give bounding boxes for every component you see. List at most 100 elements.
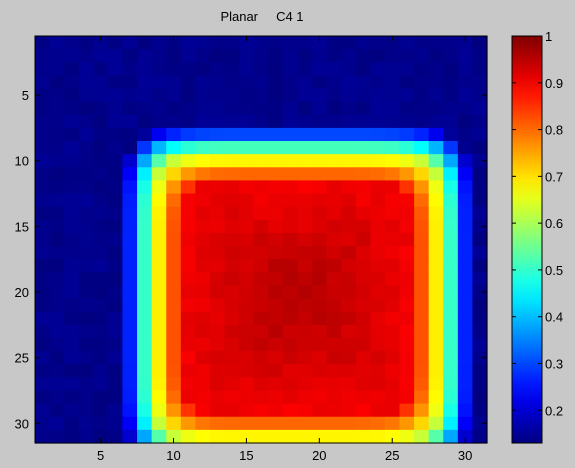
heatmap-cell (341, 259, 357, 273)
heatmap-cell (78, 88, 94, 103)
heatmap-cell (224, 219, 240, 234)
x-tick-label: 5 (97, 448, 104, 463)
heatmap-cell (151, 167, 167, 182)
heatmap-cell (239, 232, 255, 247)
heatmap-cell (166, 219, 182, 234)
heatmap-cell (428, 193, 444, 208)
heatmap-cell (78, 49, 94, 63)
heatmap-cell (224, 246, 240, 260)
heatmap-cell (457, 206, 474, 221)
heatmap-cell (268, 49, 284, 63)
x-tick-label: 20 (312, 448, 326, 463)
heatmap-cell (239, 49, 255, 63)
heatmap-cell (180, 272, 196, 287)
heatmap-cell (64, 193, 80, 208)
heatmap-cell (35, 259, 51, 273)
heatmap-cell (166, 167, 182, 182)
heatmap-cell (472, 193, 488, 208)
heatmap-cell (370, 364, 386, 378)
heatmap-cell (297, 285, 313, 300)
x-tick-label: 15 (239, 448, 253, 463)
heatmap-cell (326, 232, 342, 247)
heatmap-cell (64, 36, 80, 50)
heatmap-cell (151, 272, 167, 287)
heatmap-cell (414, 403, 430, 418)
y-tick-label: 25 (15, 351, 29, 366)
heatmap-cell (253, 193, 269, 208)
heatmap-cell (282, 298, 299, 313)
heatmap-cell (282, 154, 299, 168)
heatmap-cell (312, 88, 328, 103)
heatmap-cell (428, 324, 444, 339)
heatmap-cell (195, 403, 211, 418)
heatmap-cell (224, 390, 240, 405)
heatmap-cell (384, 351, 401, 365)
heatmap-cell (224, 298, 240, 313)
heatmap-cell (341, 272, 357, 287)
heatmap-cell (472, 311, 488, 326)
heatmap-cell (239, 154, 255, 168)
heatmap-cell (472, 351, 488, 365)
heatmap-cell (151, 180, 167, 195)
heatmap-cell (137, 49, 153, 63)
heatmap-cell (107, 141, 124, 155)
heatmap-cell (107, 206, 124, 221)
heatmap-cell (209, 141, 226, 155)
heatmap-cell (78, 232, 94, 247)
heatmap-cell (239, 141, 255, 155)
heatmap-cell (297, 36, 313, 50)
heatmap-cell (297, 311, 313, 326)
heatmap-cell (399, 403, 415, 418)
heatmap-cell (370, 62, 386, 76)
heatmap-cell (312, 324, 328, 339)
heatmap-cell (224, 272, 240, 287)
heatmap-cell (122, 390, 138, 405)
heatmap-cell (122, 101, 138, 116)
heatmap-cell (122, 285, 138, 300)
heatmap-cell (253, 403, 269, 418)
heatmap-cell (443, 311, 459, 326)
heatmap-cell (137, 324, 153, 339)
heatmap-cell (195, 193, 211, 208)
heatmap-cell (312, 154, 328, 168)
heatmap-cell (253, 298, 269, 313)
heatmap-cell (414, 324, 430, 339)
heatmap-cell (297, 337, 313, 352)
heatmap-cell (443, 429, 459, 444)
heatmap-cell (414, 272, 430, 287)
heatmap-cell (35, 390, 51, 405)
heatmap-cell (341, 141, 357, 155)
heatmap-cell (49, 390, 65, 405)
heatmap-cell (151, 154, 167, 168)
heatmap-cell (268, 337, 284, 352)
heatmap-cell (107, 377, 124, 392)
heatmap-cell (137, 364, 153, 378)
heatmap-cell (282, 36, 299, 50)
heatmap-cell (195, 298, 211, 313)
heatmap-cell (428, 351, 444, 365)
heatmap-cell (224, 167, 240, 182)
heatmap-cell (443, 219, 459, 234)
heatmap-cell (35, 351, 51, 365)
heatmap-cell (472, 49, 488, 63)
heatmap-cell (166, 232, 182, 247)
heatmap-cell (428, 219, 444, 234)
heatmap-cell (137, 377, 153, 392)
heatmap-cell (93, 311, 109, 326)
heatmap-cell (93, 298, 109, 313)
heatmap-cell (414, 193, 430, 208)
heatmap-cell (326, 62, 342, 76)
heatmap-cell (166, 298, 182, 313)
heatmap-cell (312, 298, 328, 313)
heatmap-cell (137, 246, 153, 260)
heatmap-cell (399, 62, 415, 76)
heatmap-cell (384, 311, 401, 326)
heatmap-cell (370, 429, 386, 444)
heatmap-cell (224, 364, 240, 378)
heatmap-cell (355, 298, 371, 313)
heatmap-cell (209, 193, 226, 208)
heatmap-cell (297, 154, 313, 168)
heatmap-cell (180, 311, 196, 326)
heatmap-cell (355, 62, 371, 76)
